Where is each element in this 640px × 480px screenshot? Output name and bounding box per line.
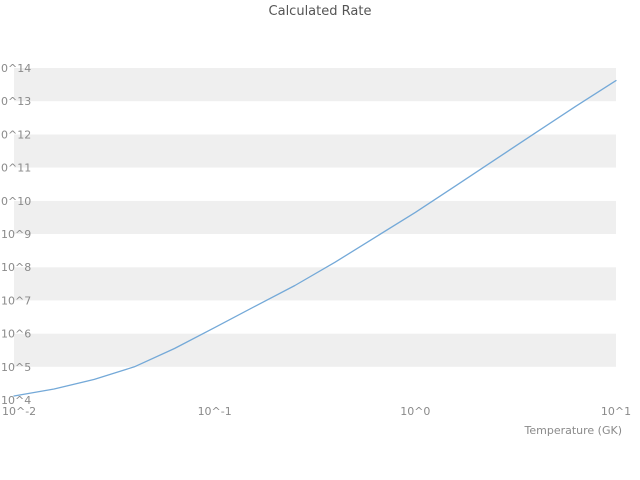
rate-line xyxy=(13,79,617,397)
background-band xyxy=(14,200,616,234)
y-tick-label: 0^14 xyxy=(1,62,31,75)
background-band xyxy=(14,366,616,400)
background-band xyxy=(14,267,616,301)
y-tick-label: 0^10 xyxy=(1,195,31,208)
y-tick-label: 10^4 xyxy=(1,394,31,407)
x-tick-label: 10^1 xyxy=(601,405,631,418)
y-tick-label: 0^13 xyxy=(1,95,31,108)
background-band xyxy=(14,234,616,268)
chart-title: Calculated Rate xyxy=(268,4,372,19)
y-tick-label: 10^6 xyxy=(1,328,31,341)
y-tick-label: 10^7 xyxy=(1,294,31,307)
x-tick-label: 10^-2 xyxy=(2,405,36,418)
background-band xyxy=(14,134,616,168)
background-band xyxy=(14,333,616,367)
y-tick-label: 10^5 xyxy=(1,361,31,374)
background-band xyxy=(14,68,616,102)
y-tick-label: 10^9 xyxy=(1,228,31,241)
background-band xyxy=(14,101,616,135)
x-tick-label: 10^0 xyxy=(400,405,430,418)
background-band xyxy=(14,167,616,201)
x-tick-label: 10^-1 xyxy=(198,405,232,418)
background-band xyxy=(14,300,616,334)
y-tick-label: 0^12 xyxy=(1,128,31,141)
y-tick-label: 10^8 xyxy=(1,261,31,274)
y-tick-label: 0^11 xyxy=(1,162,31,175)
x-axis-label: Temperature (GK) xyxy=(524,424,623,437)
